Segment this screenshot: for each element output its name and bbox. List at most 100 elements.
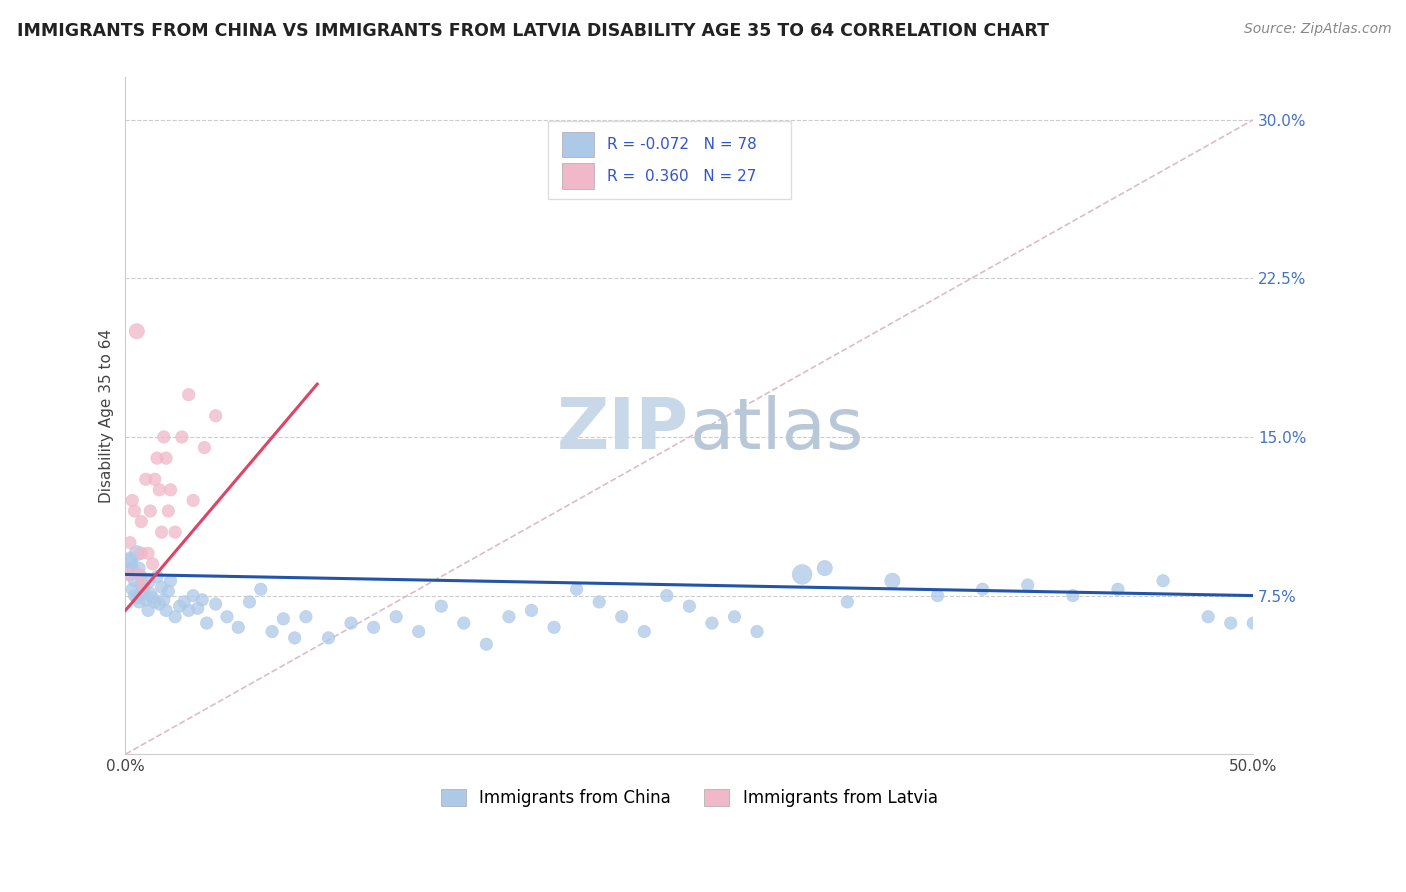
Point — [520, 603, 543, 617]
Legend: Immigrants from China, Immigrants from Latvia: Immigrants from China, Immigrants from L… — [434, 782, 945, 814]
Point — [882, 574, 904, 588]
Point — [121, 561, 143, 575]
Point — [155, 603, 177, 617]
Point — [700, 616, 723, 631]
Point — [195, 616, 218, 631]
Point — [191, 592, 214, 607]
Point — [129, 578, 152, 592]
Point — [129, 515, 152, 529]
Point — [159, 574, 181, 588]
Point — [117, 567, 139, 582]
Point — [792, 567, 814, 582]
Point — [972, 582, 994, 597]
Point — [148, 597, 170, 611]
Point — [146, 451, 169, 466]
Point — [1219, 616, 1241, 631]
Point — [565, 582, 588, 597]
Point — [125, 591, 148, 605]
Point — [129, 569, 152, 583]
Text: R = -0.072   N = 78: R = -0.072 N = 78 — [607, 137, 756, 152]
Point — [284, 631, 307, 645]
Point — [157, 584, 180, 599]
Point — [153, 592, 176, 607]
Point — [181, 589, 204, 603]
Point — [837, 595, 859, 609]
Point — [118, 535, 141, 549]
Text: R =  0.360   N = 27: R = 0.360 N = 27 — [607, 169, 756, 184]
Text: Source: ZipAtlas.com: Source: ZipAtlas.com — [1244, 22, 1392, 37]
Point — [165, 609, 187, 624]
Point — [129, 546, 152, 560]
Point — [159, 483, 181, 497]
Point — [143, 595, 166, 609]
Point — [295, 609, 318, 624]
Point — [132, 578, 155, 592]
Point — [136, 546, 159, 560]
Point — [204, 597, 226, 611]
Point — [150, 580, 173, 594]
Point — [132, 580, 155, 594]
Point — [318, 631, 340, 645]
Point — [633, 624, 655, 639]
Point — [139, 504, 162, 518]
Point — [238, 595, 260, 609]
Point — [121, 493, 143, 508]
Point — [273, 612, 295, 626]
Point — [141, 557, 163, 571]
Point — [408, 624, 430, 639]
Point — [181, 493, 204, 508]
Point — [173, 595, 195, 609]
Point — [125, 324, 148, 338]
Point — [118, 552, 141, 566]
Point — [128, 567, 150, 582]
Point — [340, 616, 363, 631]
Point — [193, 441, 215, 455]
Point — [143, 472, 166, 486]
Point — [678, 599, 700, 614]
Point — [141, 591, 163, 605]
Point — [124, 574, 146, 588]
Point — [475, 637, 498, 651]
Point — [135, 592, 157, 607]
Point — [262, 624, 284, 639]
Point — [136, 574, 159, 588]
Point — [927, 589, 949, 603]
Point — [498, 609, 520, 624]
Point — [124, 504, 146, 518]
Point — [148, 483, 170, 497]
Y-axis label: Disability Age 35 to 64: Disability Age 35 to 64 — [100, 329, 114, 503]
Point — [128, 561, 150, 575]
Point — [814, 561, 837, 575]
Point — [1107, 582, 1129, 597]
FancyBboxPatch shape — [548, 121, 792, 199]
Point — [610, 609, 633, 624]
Point — [118, 567, 141, 582]
Point — [155, 451, 177, 466]
Point — [204, 409, 226, 423]
Point — [187, 601, 209, 615]
Point — [124, 589, 146, 603]
Point — [170, 430, 193, 444]
Point — [146, 569, 169, 583]
Text: ZIP: ZIP — [557, 395, 689, 464]
Point — [1152, 574, 1174, 588]
Point — [1062, 589, 1084, 603]
Point — [153, 430, 176, 444]
Point — [117, 557, 139, 571]
Point — [125, 546, 148, 560]
Point — [745, 624, 768, 639]
Point — [177, 603, 200, 617]
Point — [430, 599, 453, 614]
Point — [136, 603, 159, 617]
Point — [1197, 609, 1219, 624]
Point — [226, 620, 249, 634]
Point — [215, 609, 238, 624]
Point — [363, 620, 385, 634]
Point — [169, 599, 191, 614]
Point — [177, 387, 200, 401]
Bar — [562, 132, 593, 157]
Point — [139, 586, 162, 600]
Point — [453, 616, 475, 631]
Point — [135, 472, 157, 486]
Point — [543, 620, 565, 634]
